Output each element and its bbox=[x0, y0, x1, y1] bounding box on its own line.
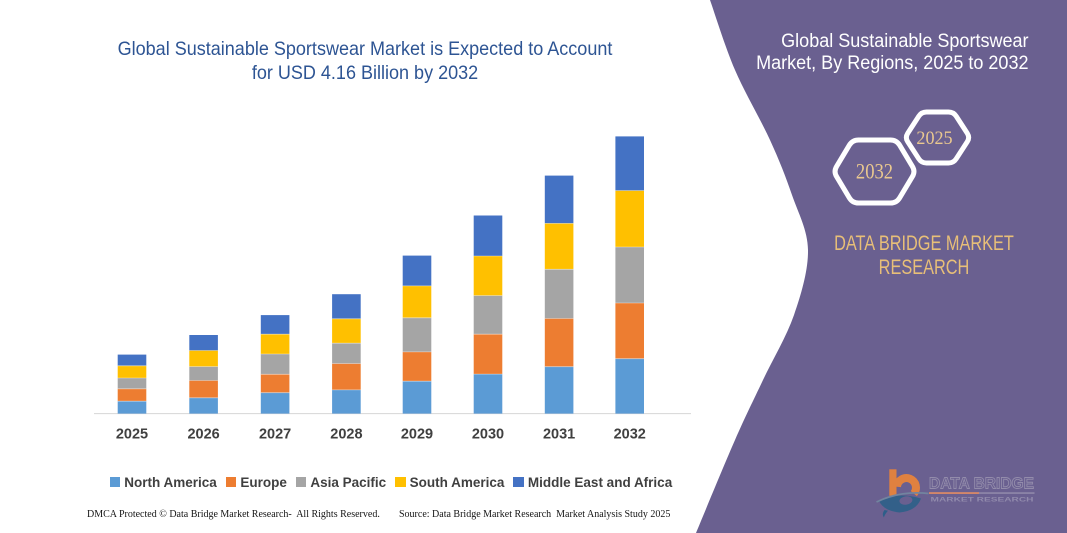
svg-text:2029: 2029 bbox=[401, 427, 433, 443]
svg-text:2032: 2032 bbox=[856, 158, 893, 183]
svg-text:DATA BRIDGE: DATA BRIDGE bbox=[929, 476, 1034, 493]
svg-text:MARKET RESEARCH: MARKET RESEARCH bbox=[931, 496, 1035, 503]
svg-text:2025: 2025 bbox=[116, 427, 148, 443]
svg-text:2032: 2032 bbox=[614, 427, 646, 443]
svg-text:2026: 2026 bbox=[187, 427, 219, 443]
svg-text:2030: 2030 bbox=[472, 427, 504, 443]
svg-text:2031: 2031 bbox=[543, 427, 575, 443]
svg-text:2027: 2027 bbox=[259, 427, 291, 443]
svg-text:2028: 2028 bbox=[330, 427, 362, 443]
svg-text:2025: 2025 bbox=[916, 128, 952, 149]
